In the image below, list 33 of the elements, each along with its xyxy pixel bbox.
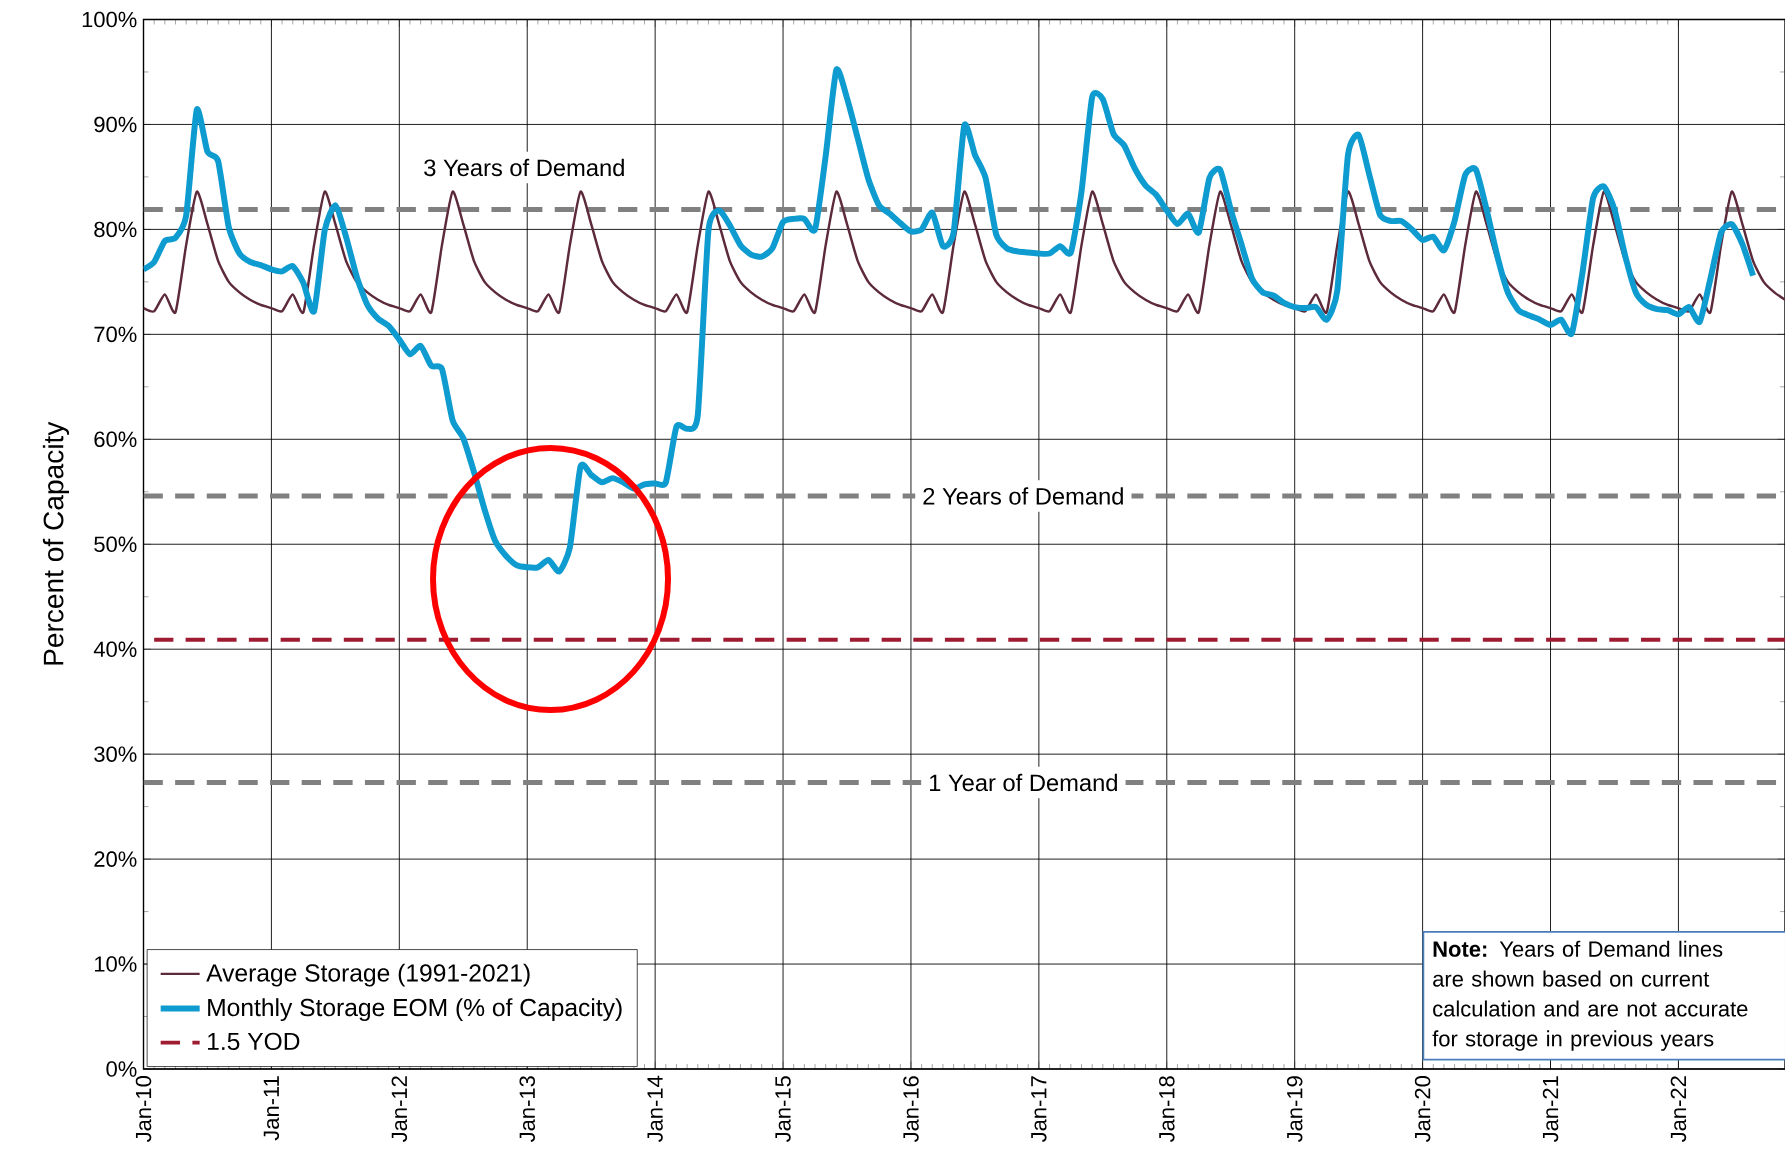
y-tick-label: 40% xyxy=(93,641,137,657)
x-tick-label: Jan-12 xyxy=(391,1076,408,1143)
ref-line-label: 3 Years of Demand xyxy=(424,158,624,177)
y-tick-label: 60% xyxy=(94,431,137,448)
y-tick-label: 90% xyxy=(94,116,137,133)
ref-line-label: 2 Years of Demand xyxy=(923,487,1123,505)
x-tick-label: Jan-17 xyxy=(1031,1076,1047,1143)
x-tick-label: Jan-22 xyxy=(1670,1076,1687,1143)
y-tick-label: 100% xyxy=(82,11,137,28)
x-tick-label: Jan-11 xyxy=(263,1076,280,1141)
y-tick-label: 0% xyxy=(106,1061,137,1077)
y-tick-label: 50% xyxy=(94,536,137,553)
x-tick-label: Jan-19 xyxy=(1286,1076,1303,1143)
legend-label: Average Storage (1991-2021) xyxy=(206,963,530,987)
x-tick-label: Jan-15 xyxy=(775,1076,791,1143)
annotation: Note: Years of Demand lines are shown based on current calculation and are not accurate for storage in previous years xyxy=(1432,940,1748,1051)
legend-label: Monthly Storage EOM (% of Capacity) xyxy=(208,998,622,1022)
y-tick-label: 20% xyxy=(94,851,137,867)
x-tick-label: Jan-16 xyxy=(903,1076,919,1143)
y-axis-title: Percent of Capacity xyxy=(42,421,70,665)
line-series xyxy=(143,190,1785,314)
x-tick-label: Jan-13 xyxy=(519,1076,536,1143)
x-tick-label: Jan-14 xyxy=(647,1075,663,1143)
legend-label: 1.5 YOD xyxy=(208,1032,300,1051)
x-tick-label: Jan-18 xyxy=(1159,1076,1175,1143)
y-tick-label: 70% xyxy=(94,326,137,343)
y-tick-label: 10% xyxy=(95,956,137,972)
x-tick-label: Jan-20 xyxy=(1414,1076,1431,1143)
ref-line-label: 1 Year of Demand xyxy=(930,773,1117,792)
y-tick-label: 80% xyxy=(94,221,137,238)
x-tick-label: Jan-10 xyxy=(135,1076,152,1143)
x-tick-label: Jan-21 xyxy=(1542,1076,1559,1143)
y-tick-label: 30% xyxy=(94,746,137,762)
